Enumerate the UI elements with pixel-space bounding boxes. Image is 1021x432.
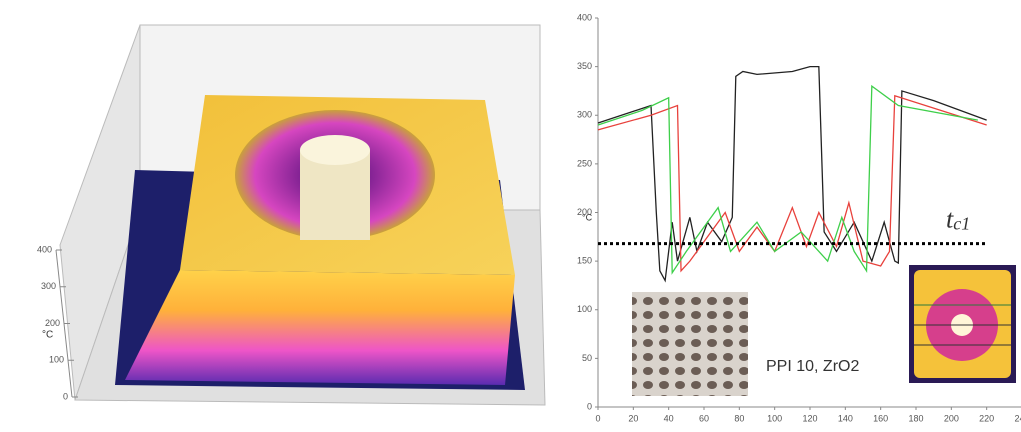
y-tick-label: 0 xyxy=(587,401,592,411)
x-tick-label: 80 xyxy=(734,413,744,423)
x-tick-label: 160 xyxy=(873,413,888,423)
x-tick-label: 180 xyxy=(908,413,923,423)
x-tick-label: 100 xyxy=(767,413,782,423)
line-chart: °C PPI 10, ZrO2 xyxy=(582,18,1021,407)
thermal-inset xyxy=(909,265,1016,383)
z-tick-label: 300 xyxy=(41,281,56,291)
x-tick-label: 220 xyxy=(979,413,994,423)
annotation: PPI 10, ZrO2 xyxy=(766,358,859,375)
y-tick-label: 50 xyxy=(582,353,592,363)
x-tick-label: 200 xyxy=(944,413,959,423)
column-top xyxy=(300,135,370,165)
z-tick-label: 400 xyxy=(37,244,52,254)
y-tick-label: 100 xyxy=(577,304,592,314)
y-tick-label: 350 xyxy=(577,61,592,71)
y-tick-label: 150 xyxy=(577,256,592,266)
z-axis-label: °C xyxy=(42,330,53,341)
threshold-label: tc1 xyxy=(946,205,970,234)
block-side xyxy=(125,270,515,385)
x-tick-label: 20 xyxy=(628,413,638,423)
y-tick-label: 300 xyxy=(577,110,592,120)
x-tick-label: 60 xyxy=(699,413,709,423)
threshold-label-sub: c1 xyxy=(953,214,970,234)
x-tick-label: 0 xyxy=(595,413,600,423)
z-tick-label: 0 xyxy=(63,391,68,401)
y-tick-label: 400 xyxy=(577,12,592,22)
z-tick-label: 200 xyxy=(45,318,60,328)
y-tick-label: 250 xyxy=(577,158,592,168)
x-tick-label: 120 xyxy=(802,413,817,423)
figure: °C °C PPI 10, ZrO2 010020030040005010015… xyxy=(0,0,1021,432)
foam-photo xyxy=(632,292,748,396)
data-line xyxy=(598,67,987,281)
x-tick-label: 240 xyxy=(1014,413,1021,423)
x-tick-label: 40 xyxy=(664,413,674,423)
x-tick-label: 140 xyxy=(838,413,853,423)
y-tick-label: 200 xyxy=(577,207,592,217)
z-tick-label: 100 xyxy=(49,355,64,365)
surface-plot: °C xyxy=(0,0,560,432)
